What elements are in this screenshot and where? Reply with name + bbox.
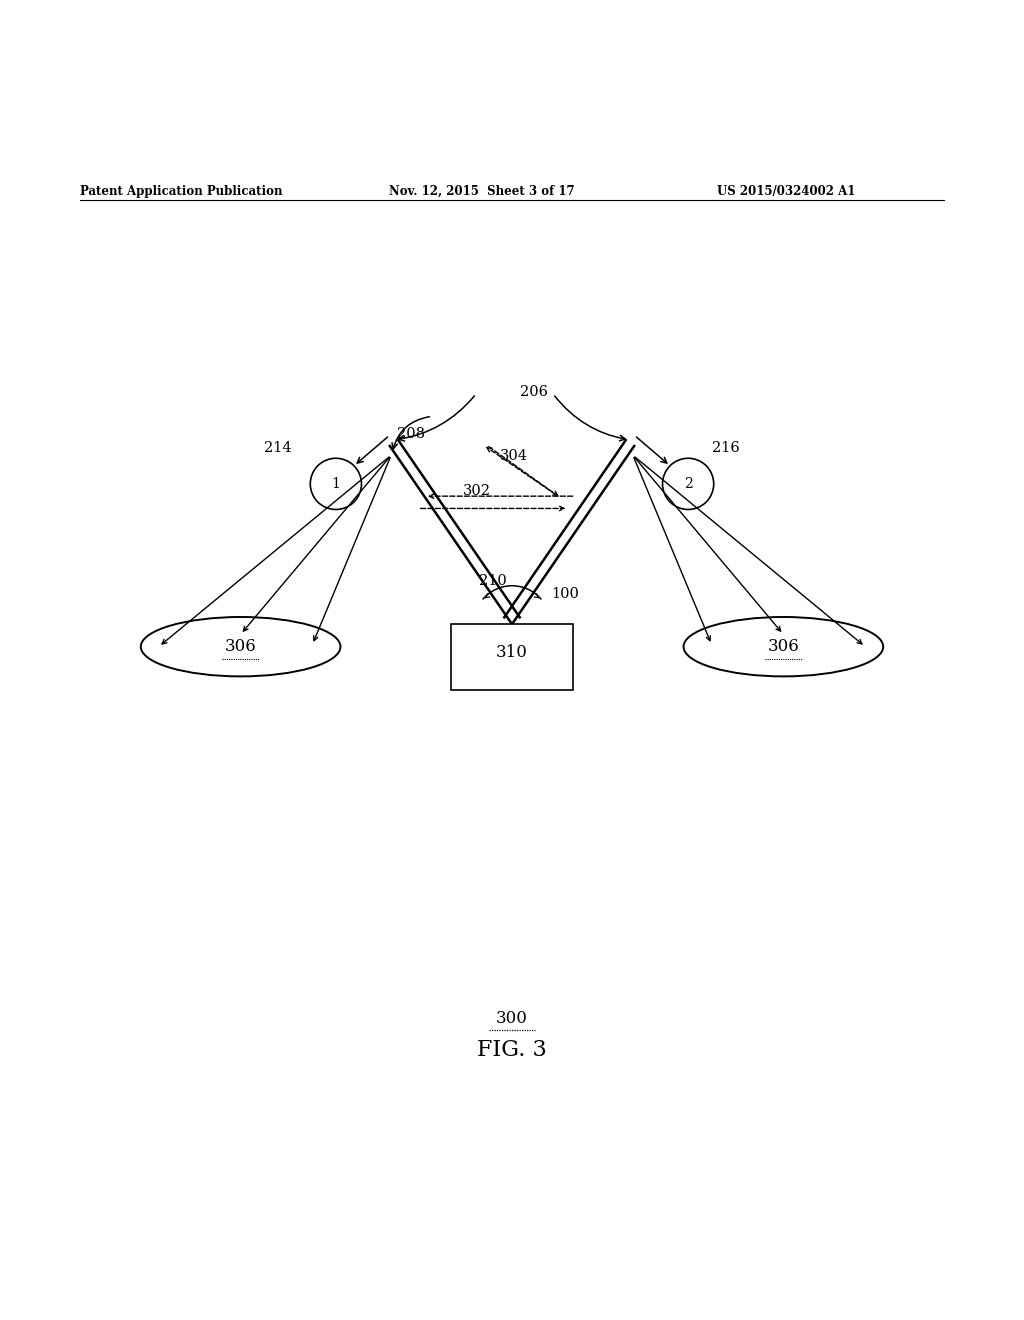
Text: FIG. 3: FIG. 3 [477,1039,547,1061]
Text: 1: 1 [332,477,340,491]
Text: 310: 310 [496,644,528,661]
Text: 206: 206 [520,385,548,399]
Text: 216: 216 [712,441,739,455]
Text: Nov. 12, 2015  Sheet 3 of 17: Nov. 12, 2015 Sheet 3 of 17 [389,185,574,198]
Text: 302: 302 [463,484,490,498]
Text: 306: 306 [224,638,257,655]
Bar [451,623,573,690]
Text: 306: 306 [767,638,800,655]
Text: 304: 304 [500,449,527,463]
Text: 2: 2 [684,477,692,491]
Text: US 2015/0324002 A1: US 2015/0324002 A1 [717,185,855,198]
Text: 208: 208 [397,426,425,441]
Text: 300: 300 [496,1010,528,1027]
Text: 214: 214 [264,441,292,455]
Text: Patent Application Publication: Patent Application Publication [80,185,283,198]
Text: 210: 210 [479,574,507,589]
Text: 100: 100 [551,586,579,601]
